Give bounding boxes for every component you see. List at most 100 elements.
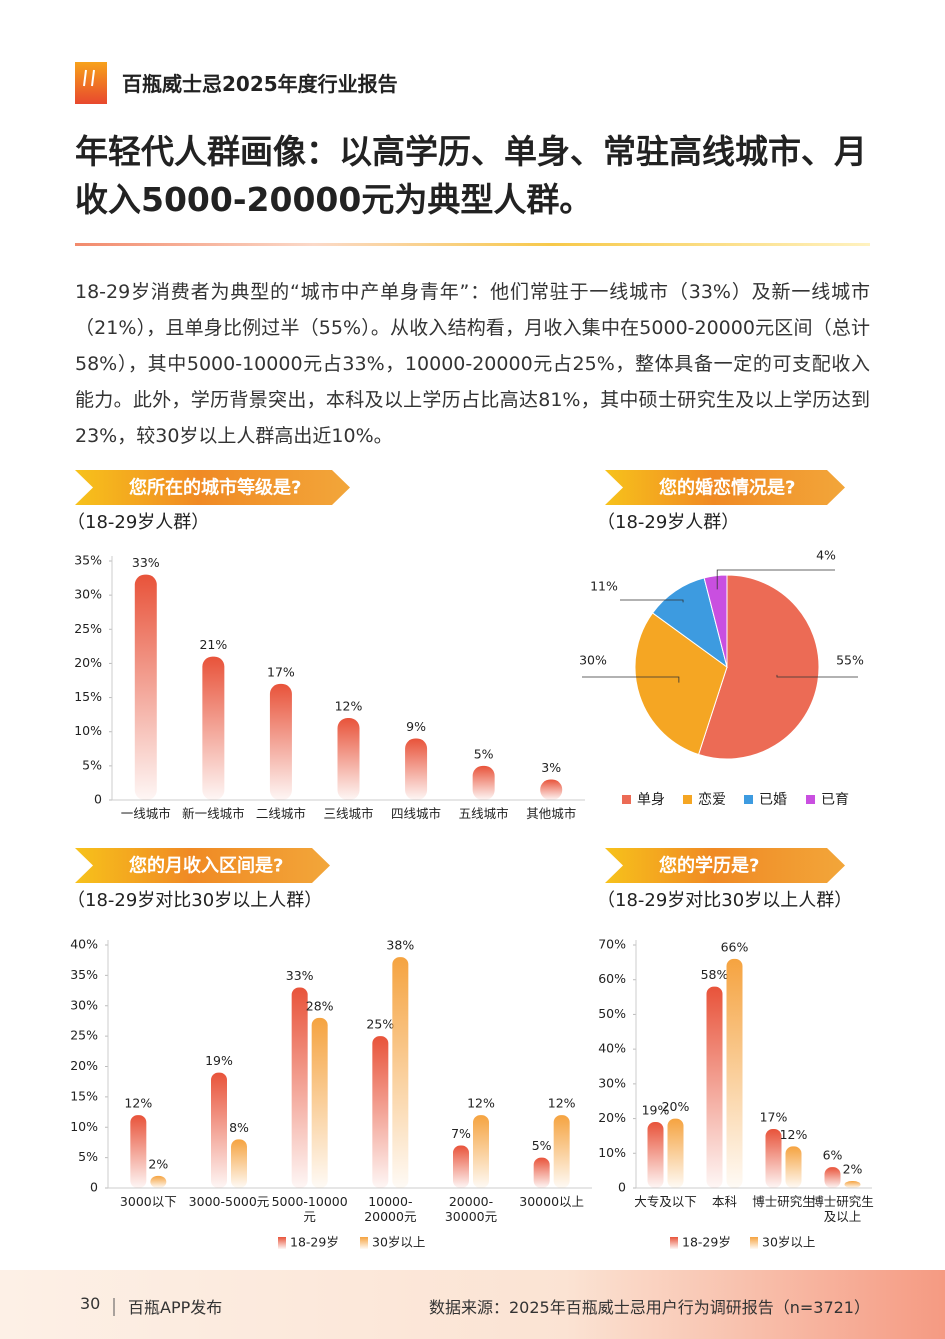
y-tick-label: 40% xyxy=(598,1041,626,1056)
headline-line: 年轻代人群画像：以高学历、单身、常驻高线城市、月 xyxy=(75,132,867,171)
y-tick-label: 35% xyxy=(74,553,102,568)
value-label: 12% xyxy=(780,1127,808,1142)
x-tick-label-box: 5000-10000元 xyxy=(272,1194,348,1224)
value-label: 7% xyxy=(451,1126,471,1141)
value-label: 12% xyxy=(124,1096,152,1111)
value-label: 33% xyxy=(132,555,160,570)
bar xyxy=(311,1017,328,1188)
leader-line xyxy=(716,569,835,590)
chart-title: 您的婚恋情况是? xyxy=(659,477,795,499)
y-tick-label: 5% xyxy=(78,1149,98,1164)
legend-label: 30岁以上 xyxy=(762,1235,815,1250)
y-tick-label: 30% xyxy=(598,1075,626,1090)
value-label: 11% xyxy=(590,579,618,594)
legend-swatch xyxy=(683,795,692,804)
chart-subtitle: （18-29岁人群） xyxy=(597,512,739,533)
value-label: 66% xyxy=(721,939,749,954)
legend-swatch xyxy=(278,1237,286,1249)
bar xyxy=(453,1145,469,1188)
value-label: 19% xyxy=(205,1053,233,1068)
bar xyxy=(231,1139,247,1188)
header-icon-glyph xyxy=(83,69,95,87)
x-tick-label-box: 博士研究生 xyxy=(752,1194,815,1209)
leader-line xyxy=(620,599,684,603)
y-tick-label: 15% xyxy=(74,689,102,704)
y-tick-label: 60% xyxy=(598,971,626,986)
x-tick-label: 大专及以下 xyxy=(634,1194,697,1209)
bar xyxy=(134,574,157,800)
y-tick-label: 5% xyxy=(82,757,102,772)
x-tick-label: 3000-5000元 xyxy=(188,1194,270,1209)
value-label: 19% xyxy=(642,1103,670,1118)
y-tick-label: 0 xyxy=(618,1180,626,1195)
y-tick-label: 10% xyxy=(598,1145,626,1160)
y-tick-label: 20% xyxy=(70,1058,98,1073)
section-ribbon xyxy=(605,470,845,505)
bar xyxy=(211,1072,227,1188)
leader-line xyxy=(582,676,680,683)
x-tick-label-box: 其他城市 xyxy=(526,806,577,821)
bar xyxy=(785,1146,802,1188)
y-tick-label: 10% xyxy=(74,723,102,738)
x-tick-label-box: 博士研究生及以上 xyxy=(811,1194,874,1224)
title-rule xyxy=(75,243,870,246)
bar xyxy=(706,986,723,1188)
bar xyxy=(392,957,409,1188)
x-tick-label-box: 新一线城市 xyxy=(182,806,245,821)
y-tick-label: 70% xyxy=(598,937,626,952)
value-label: 4% xyxy=(816,548,836,563)
x-tick-label: 新一线城市 xyxy=(182,806,245,821)
y-tick-label: 0 xyxy=(94,792,102,807)
pie-slice xyxy=(703,574,728,668)
y-tick-label: 40% xyxy=(70,937,98,952)
x-tick-label: 其他城市 xyxy=(526,806,577,821)
legend-label: 30岁以上 xyxy=(372,1235,425,1250)
y-tick-label: 50% xyxy=(598,1006,626,1021)
bar xyxy=(533,1157,550,1188)
headline-line: 收入5000-20000元为典型人群。 xyxy=(75,180,593,219)
chart-subtitle: （18-29岁对比30岁以上人群） xyxy=(67,890,322,911)
footer-source: 数据来源：2025年百瓶威士忌用户行为调研报告（n=3721） xyxy=(429,1298,870,1317)
bar xyxy=(824,1167,841,1188)
legend-label: 已育 xyxy=(821,792,849,808)
bar xyxy=(553,1115,570,1188)
value-label: 30% xyxy=(579,653,607,668)
header-title: 百瓶威士忌2025年度行业报告 xyxy=(122,72,398,96)
footer-brand: 百瓶APP发布 xyxy=(128,1298,223,1317)
x-tick-label: 20000-30000元 xyxy=(444,1194,498,1224)
x-tick-label-box: 3000以下 xyxy=(120,1194,177,1209)
chart-title: 您所在的城市等级是? xyxy=(129,477,301,499)
x-tick-label: 本科 xyxy=(711,1194,737,1209)
x-tick-label-box: 本科 xyxy=(711,1194,737,1209)
legend-label: 恋爱 xyxy=(698,791,726,808)
legend-swatch xyxy=(744,795,753,804)
legend-label: 单身 xyxy=(637,792,665,808)
legend-swatch xyxy=(670,1237,678,1249)
legend-label: 已婚 xyxy=(759,792,787,808)
x-tick-label-box: 大专及以下 xyxy=(634,1194,697,1209)
value-label: 58% xyxy=(701,967,729,982)
value-label: 2% xyxy=(843,1162,863,1177)
x-tick-label: 五线城市 xyxy=(458,806,509,821)
value-label: 9% xyxy=(406,719,426,734)
pie-slice xyxy=(697,574,820,760)
legend-swatch xyxy=(750,1237,758,1249)
x-tick-label-box: 20000-30000元 xyxy=(444,1194,498,1224)
bar xyxy=(844,1181,861,1188)
x-tick-label: 10000-20000元 xyxy=(364,1194,417,1224)
legend-label: 18-29岁 xyxy=(290,1235,339,1250)
y-tick-label: 20% xyxy=(598,1110,626,1125)
bar xyxy=(765,1128,782,1188)
bar xyxy=(472,765,495,800)
bar xyxy=(150,1175,167,1188)
x-tick-label: 三线城市 xyxy=(323,806,374,821)
x-tick-label-box: 四线城市 xyxy=(391,806,441,821)
value-label: 3% xyxy=(541,760,561,775)
x-tick-label: 博士研究生及以上 xyxy=(811,1194,874,1224)
x-tick-label: 二线城市 xyxy=(255,806,306,821)
x-tick-label-box: 10000-20000元 xyxy=(364,1194,417,1224)
x-tick-label-box: 五线城市 xyxy=(458,806,509,821)
pie-slice xyxy=(634,612,728,756)
